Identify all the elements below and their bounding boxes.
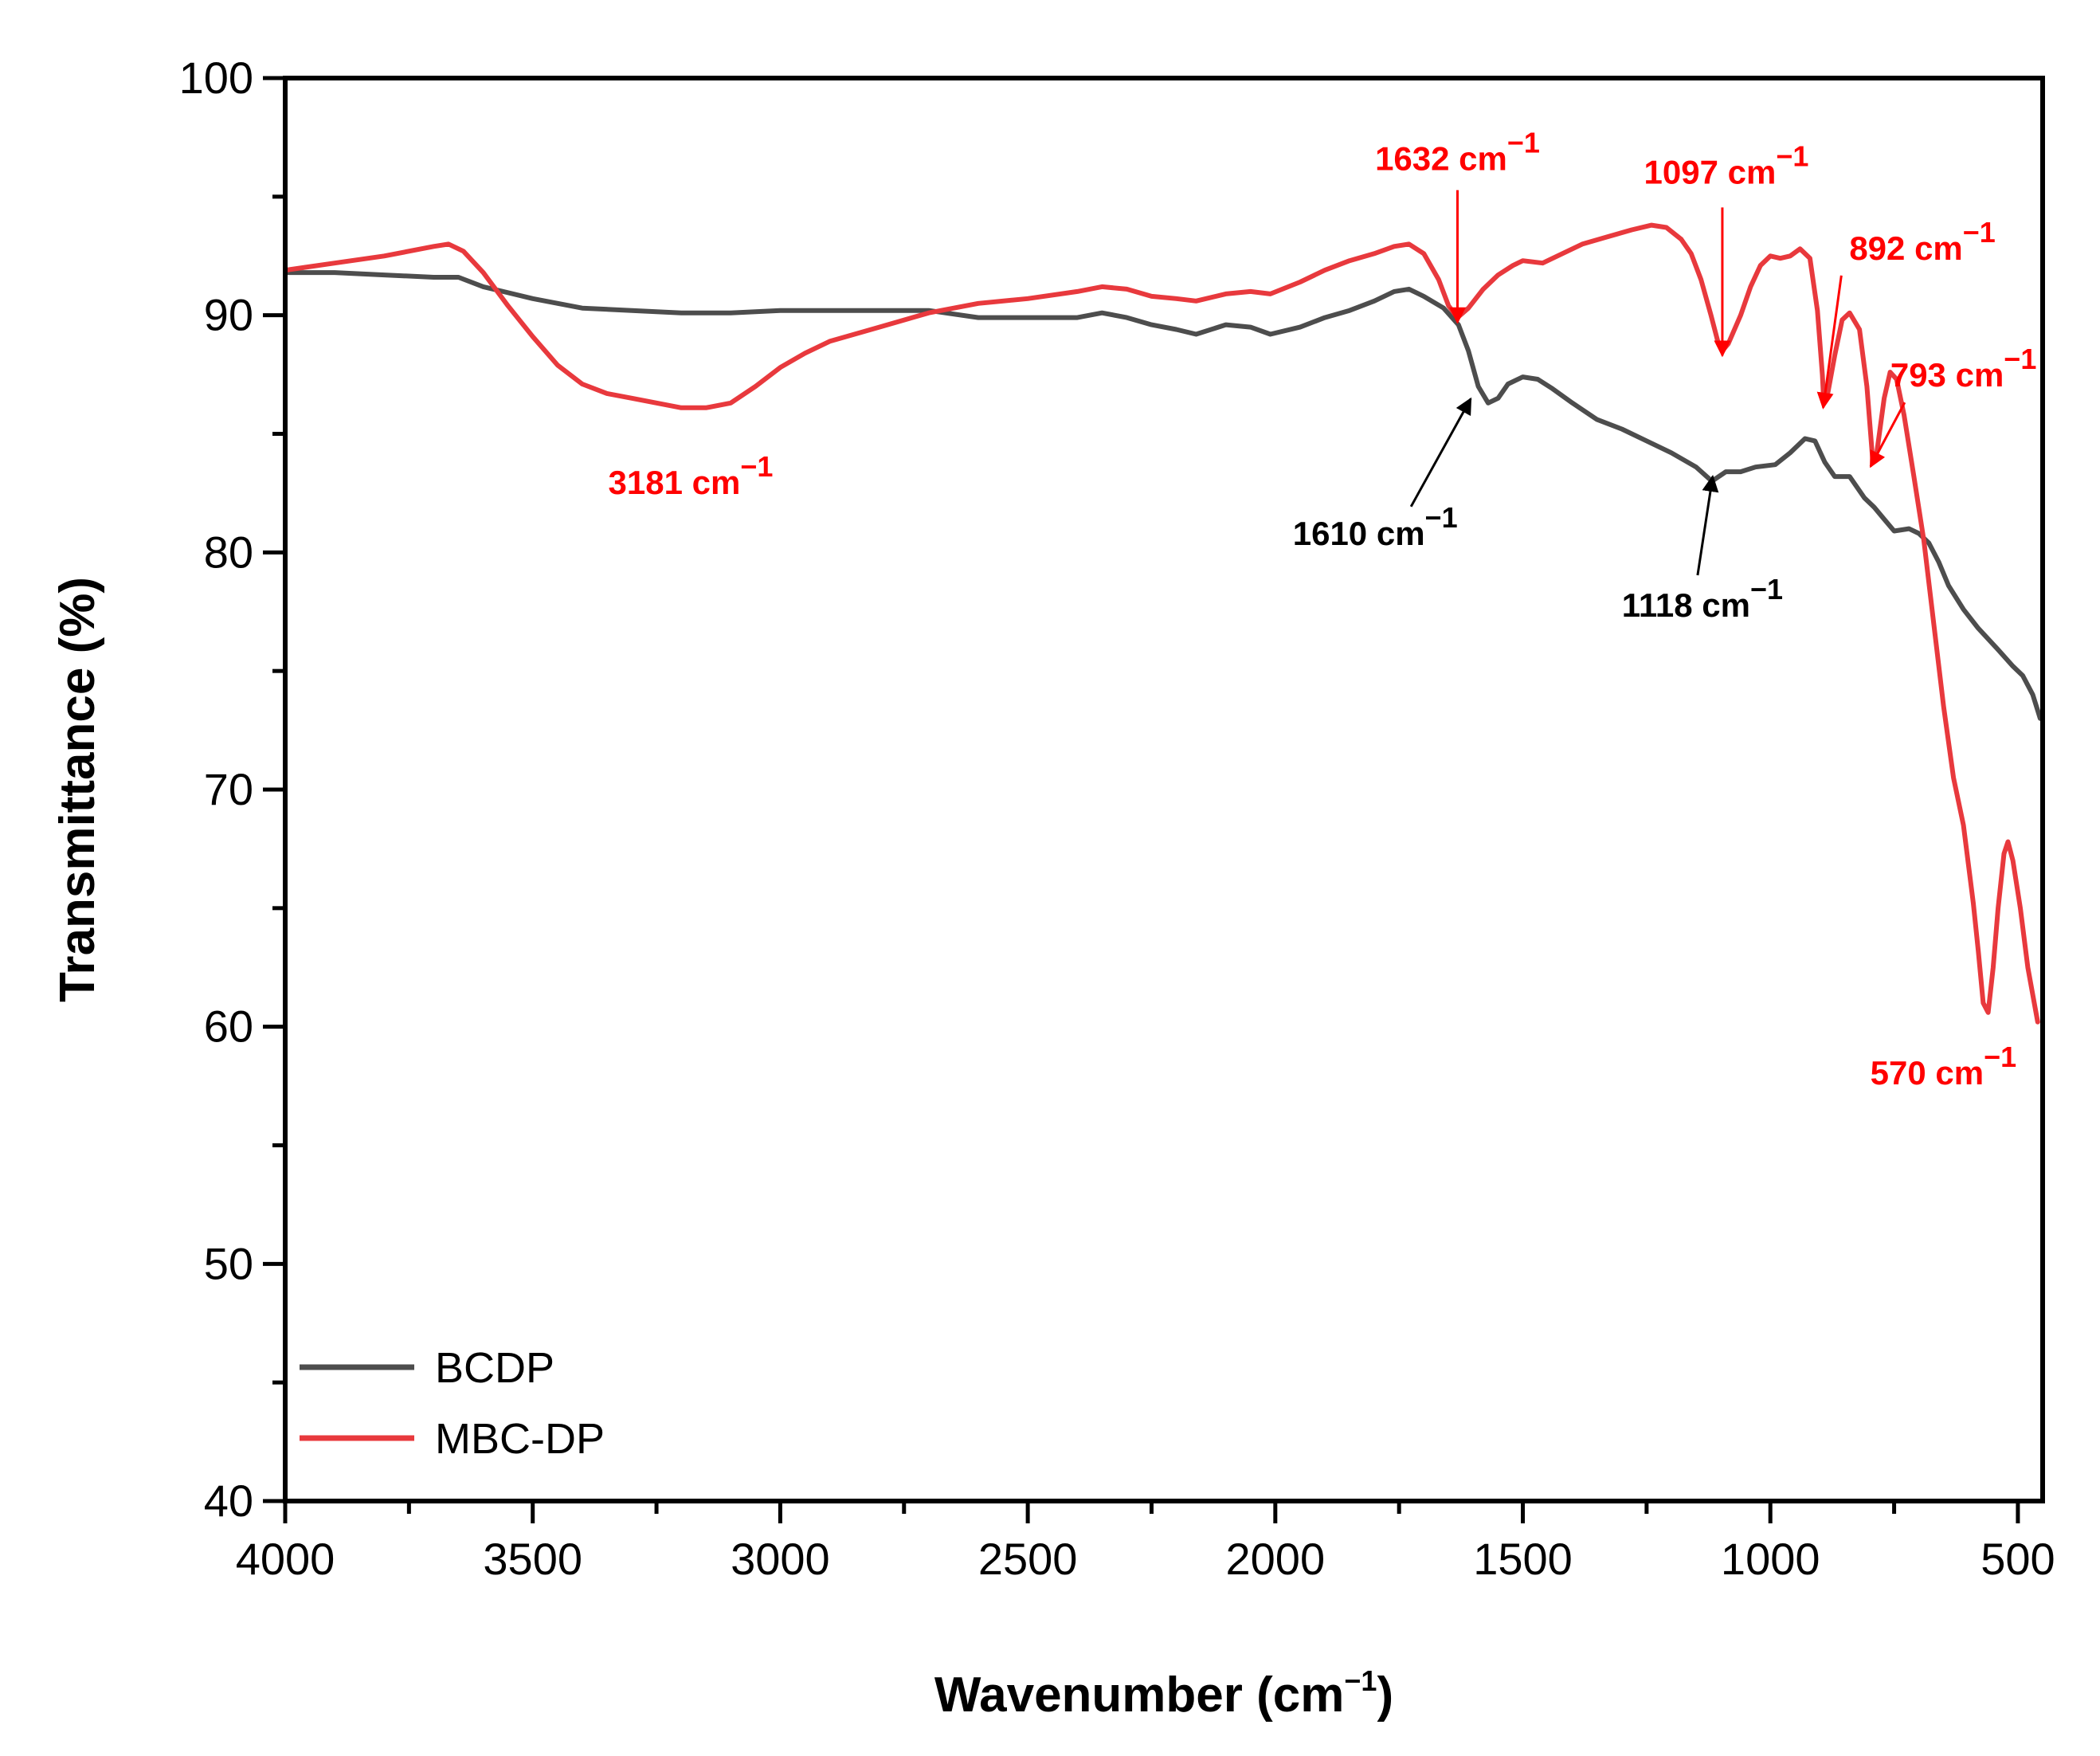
x-tick-label: 4000 bbox=[236, 1534, 335, 1584]
x-tick-label: 500 bbox=[1981, 1534, 2055, 1584]
annotation-label-1632-cm: 1632 cm−1 bbox=[1375, 127, 1540, 178]
annotation-sup: −1 bbox=[1963, 216, 1996, 249]
annotation-label-793-cm: 793 cm−1 bbox=[1890, 343, 2037, 394]
annotation-sup: −1 bbox=[1425, 501, 1458, 534]
x-tick-label: 2000 bbox=[1226, 1534, 1326, 1584]
series-line-bcdp bbox=[285, 270, 2043, 721]
legend-label-bcdp: BCDP bbox=[435, 1344, 554, 1392]
annotation-label-1610-cm: 1610 cm−1 bbox=[1293, 501, 1458, 552]
annotation-label-570-cm: 570 cm−1 bbox=[1871, 1041, 2017, 1092]
plot-frame bbox=[283, 76, 2045, 1503]
y-tick-label: 50 bbox=[204, 1238, 253, 1288]
annotation-arrow-892-cm bbox=[1816, 275, 1843, 410]
x-axis-title-main: Wavenumber (cm bbox=[934, 1668, 1345, 1723]
legend-label-mbc-dp: MBC-DP bbox=[435, 1415, 605, 1463]
x-axis-title: Wavenumber (cm−1) bbox=[934, 1664, 1393, 1723]
x-tick-label: 3000 bbox=[731, 1534, 830, 1584]
annotation-sup: −1 bbox=[2004, 343, 2036, 375]
y-axis-title: Transmittance (%) bbox=[50, 577, 105, 1002]
series-layer bbox=[285, 222, 2043, 1025]
y-tick-label: 90 bbox=[204, 290, 253, 340]
y-tick-label: 40 bbox=[204, 1476, 253, 1526]
y-tick-label: 60 bbox=[204, 1001, 253, 1052]
annotation-sup: −1 bbox=[1750, 573, 1783, 606]
x-tick-label: 1000 bbox=[1721, 1534, 1820, 1584]
x-axis: 4000 3500 3000 2500 2000 1500 1000 500 bbox=[236, 1501, 2055, 1584]
annotation-text: 892 cm bbox=[1849, 229, 1962, 267]
annotation-text: 793 cm bbox=[1890, 356, 2004, 394]
annotation-arrow-1610-cm bbox=[1409, 397, 1472, 508]
annotation-label-1097-cm: 1097 cm−1 bbox=[1644, 139, 1809, 190]
y-axis: 40 50 60 70 80 90 100 bbox=[179, 53, 285, 1526]
annotation-text: 1097 cm bbox=[1644, 153, 1777, 190]
annotation-sup: −1 bbox=[1507, 127, 1540, 159]
annotation-text: 1118 cm bbox=[1622, 586, 1750, 624]
x-tick-label: 2500 bbox=[978, 1534, 1078, 1584]
annotation-text: 1632 cm bbox=[1375, 140, 1507, 178]
x-axis-title-close: ) bbox=[1377, 1668, 1393, 1723]
annotation-sup: −1 bbox=[740, 450, 773, 483]
series-line-mbc-dp bbox=[285, 222, 2040, 1025]
annotation-label-892-cm: 892 cm−1 bbox=[1849, 216, 1996, 267]
annotation-label-1118-cm: 1118 cm−1 bbox=[1622, 573, 1783, 624]
legend: BCDP MBC-DP bbox=[300, 1344, 605, 1463]
y-tick-label: 100 bbox=[179, 53, 253, 103]
annotation-arrow-1118-cm bbox=[1696, 475, 1719, 576]
x-tick-label: 3500 bbox=[483, 1534, 582, 1584]
x-axis-title-sup: −1 bbox=[1344, 1664, 1377, 1697]
annotation-text: 570 cm bbox=[1871, 1054, 1984, 1092]
annotation-arrow-793-cm bbox=[1869, 402, 1906, 468]
x-tick-label: 1500 bbox=[1473, 1534, 1573, 1584]
annotation-label-3181-cm: 3181 cm−1 bbox=[609, 450, 774, 501]
annotation-sup: −1 bbox=[1984, 1041, 2016, 1073]
annotation-text: 3181 cm bbox=[609, 464, 741, 501]
annotation-text: 1610 cm bbox=[1293, 515, 1425, 552]
annotation-sup: −1 bbox=[1776, 139, 1808, 172]
y-tick-label: 80 bbox=[204, 527, 253, 577]
y-tick-label: 70 bbox=[204, 764, 253, 814]
